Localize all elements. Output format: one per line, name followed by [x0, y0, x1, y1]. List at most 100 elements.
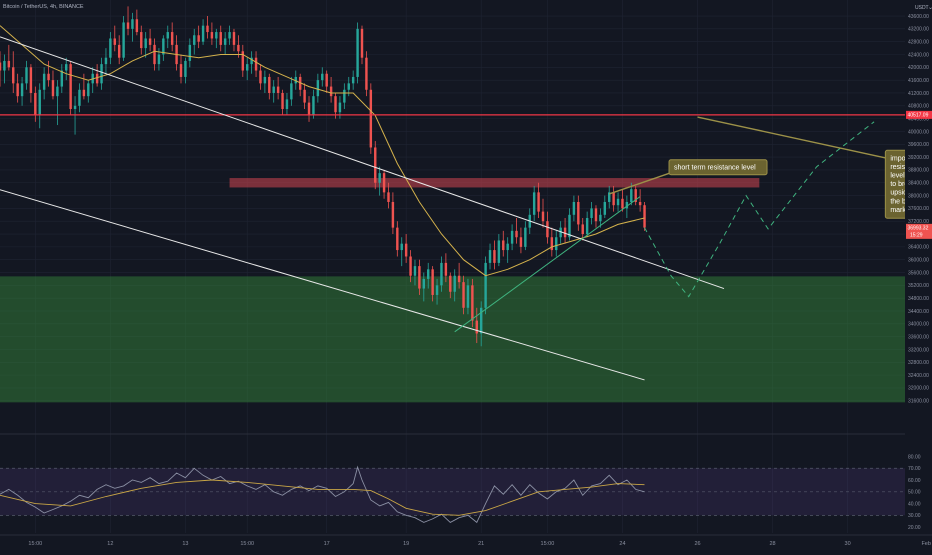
- candle-body: [404, 243, 408, 257]
- candle: [47, 60, 50, 87]
- y-tick-label: 41600.00: [908, 78, 929, 84]
- candle: [232, 28, 236, 52]
- upper-trendline[interactable]: [0, 36, 725, 290]
- candle: [122, 16, 125, 61]
- candle-body: [453, 275, 456, 292]
- x-tick-label: Feb: [921, 541, 930, 547]
- projection-path[interactable]: [644, 121, 875, 298]
- candle-body: [188, 44, 192, 61]
- candle-body: [343, 89, 346, 103]
- candle: [131, 12, 134, 42]
- support-trendline[interactable]: [454, 196, 641, 333]
- candle: [422, 272, 426, 302]
- candle-body: [69, 64, 72, 110]
- y-tick-label: 38800.00: [908, 168, 929, 174]
- candle: [581, 218, 584, 241]
- x-tick-label: 19: [403, 541, 409, 547]
- candle: [197, 25, 200, 49]
- candle-body: [638, 201, 642, 206]
- candle-body: [250, 57, 253, 65]
- price-axis[interactable]: [905, 0, 932, 550]
- candle: [413, 259, 417, 286]
- candle: [95, 64, 99, 87]
- candle-body: [65, 64, 68, 71]
- candle-body: [312, 96, 315, 116]
- candle-body: [524, 227, 527, 247]
- rsi-line[interactable]: [0, 465, 645, 524]
- candle: [453, 269, 456, 302]
- annotation-pointer: [697, 116, 888, 159]
- symbol-title: Bitcoin / TetherUS, 4h, BINANCE: [3, 4, 84, 10]
- candle: [140, 25, 143, 55]
- candle: [294, 70, 297, 90]
- candle: [87, 80, 90, 103]
- candle: [506, 237, 509, 263]
- y-tick-label: 34800.00: [908, 296, 929, 302]
- candle: [109, 32, 112, 65]
- candle: [638, 189, 642, 212]
- candle: [616, 192, 620, 212]
- candle-body: [153, 44, 156, 65]
- moving-average-line[interactable]: [0, 25, 645, 277]
- candle: [303, 83, 306, 110]
- candle: [444, 253, 448, 283]
- time-axis[interactable]: [0, 535, 932, 550]
- y-tick-label: 34000.00: [908, 322, 929, 328]
- candle-body: [431, 269, 434, 295]
- candle: [343, 83, 346, 110]
- currency-label: USDT: [915, 5, 929, 11]
- candle-body: [630, 189, 633, 202]
- candle: [65, 57, 68, 81]
- y-tick-label: 40400.00: [908, 116, 929, 122]
- candle-body: [201, 25, 205, 42]
- candle: [409, 250, 412, 283]
- candle-body: [263, 76, 267, 84]
- candle: [537, 182, 540, 219]
- candle-body: [532, 192, 536, 215]
- candle-body: [193, 35, 196, 45]
- x-tick-label: 24: [619, 541, 625, 547]
- currency-menu-icon[interactable]: ⌄: [928, 5, 932, 11]
- candle: [16, 73, 19, 103]
- x-tick-label: 17: [324, 541, 330, 547]
- lower-trendline[interactable]: [0, 172, 645, 381]
- candle: [237, 35, 240, 58]
- candle-body: [122, 22, 125, 58]
- candle-body: [356, 28, 359, 77]
- candle: [475, 307, 478, 344]
- candle: [440, 256, 443, 292]
- rsi-tick-label: 50.00: [908, 490, 921, 496]
- y-tick-label: 37600.00: [908, 206, 929, 212]
- y-tick-label: 41200.00: [908, 91, 929, 97]
- annotation-box[interactable]: [668, 159, 768, 176]
- candle: [25, 60, 28, 90]
- candle-body: [56, 86, 59, 97]
- candle-body: [219, 32, 222, 45]
- candle: [515, 218, 518, 244]
- x-tick-label: 28: [769, 541, 775, 547]
- candle: [285, 92, 289, 116]
- candle-body: [555, 237, 558, 251]
- candle: [563, 218, 567, 244]
- resistance-zone[interactable]: [229, 178, 760, 188]
- candle-body: [462, 282, 465, 308]
- candle: [56, 80, 59, 126]
- candle: [427, 262, 430, 289]
- candle-body: [82, 89, 86, 97]
- candle-body: [484, 262, 487, 308]
- candle: [228, 25, 231, 45]
- rsi-ma-line[interactable]: [0, 479, 645, 516]
- candle: [369, 83, 373, 154]
- candle: [497, 234, 501, 267]
- y-tick-label: 34400.00: [908, 309, 929, 315]
- candle-body: [272, 86, 275, 93]
- candle: [82, 73, 86, 100]
- y-tick-label: 40800.00: [908, 104, 929, 110]
- candle: [69, 60, 72, 116]
- y-tick-label: 35200.00: [908, 283, 929, 289]
- x-tick-label: 12: [107, 541, 113, 547]
- demand-zone[interactable]: [0, 276, 905, 403]
- candle: [634, 185, 637, 206]
